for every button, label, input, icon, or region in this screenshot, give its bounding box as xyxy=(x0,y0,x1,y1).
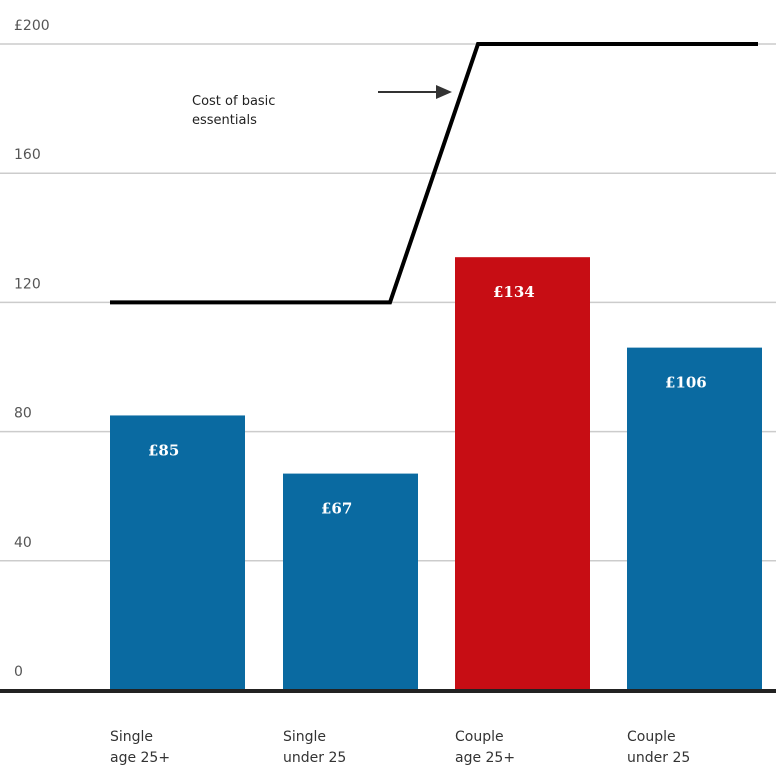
y-tick-label: 40 xyxy=(14,535,32,551)
y-axis-ticks: 0 40 80 120 160 £200 xyxy=(14,18,50,680)
category-label: under 25 xyxy=(627,750,690,766)
x-axis-categories: Single age 25+ Single under 25 Couple age 25+… xyxy=(110,729,690,766)
essentials-cost-line xyxy=(110,42,758,305)
y-tick-label: 120 xyxy=(14,276,41,292)
annotation-arrow-head xyxy=(436,85,452,99)
essentials-line xyxy=(110,42,758,305)
bar-value-label: £85 xyxy=(148,441,179,459)
annotation-text: essentials xyxy=(192,113,257,128)
bar xyxy=(110,415,245,690)
bar xyxy=(627,347,762,690)
y-tick-label: £200 xyxy=(14,18,50,34)
bar xyxy=(455,257,590,690)
category-label: under 25 xyxy=(283,750,346,766)
bars: £85 £67 £134 £106 xyxy=(110,257,762,690)
category-label: Couple xyxy=(627,729,676,745)
annotation: Cost of basic essentials xyxy=(192,85,452,128)
y-tick-label: 80 xyxy=(14,406,32,422)
category-label: age 25+ xyxy=(110,750,170,766)
category-label: Single xyxy=(283,729,326,745)
bar-value-label: £106 xyxy=(665,374,707,392)
y-tick-label: 160 xyxy=(14,147,41,163)
bar xyxy=(283,473,418,690)
category-label: Couple xyxy=(455,729,504,745)
bar-value-label: £134 xyxy=(493,283,535,301)
bar-value-label: £67 xyxy=(321,500,352,518)
category-label: Single xyxy=(110,729,153,745)
annotation-text: Cost of basic xyxy=(192,94,275,109)
category-label: age 25+ xyxy=(455,750,515,766)
y-tick-label: 0 xyxy=(14,664,23,680)
